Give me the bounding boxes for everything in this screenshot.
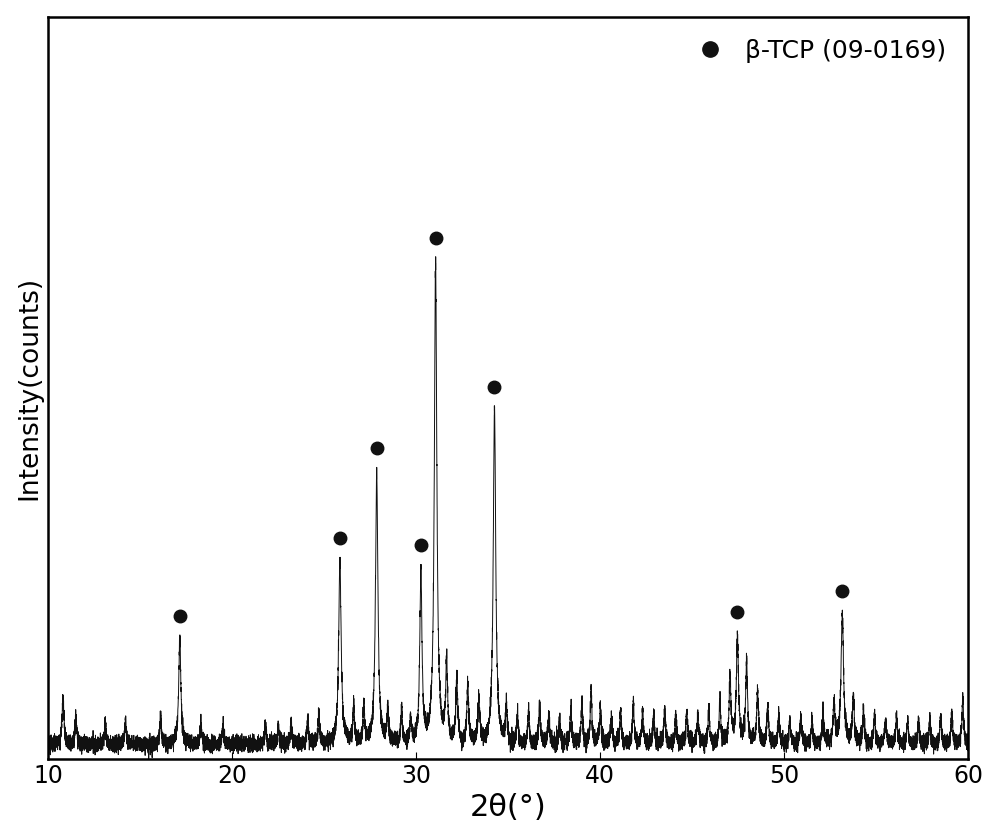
Y-axis label: Intensity(counts): Intensity(counts) (17, 276, 43, 500)
X-axis label: 2θ(°): 2θ(°) (470, 794, 547, 822)
Legend: β-TCP (09-0169): β-TCP (09-0169) (675, 29, 956, 73)
